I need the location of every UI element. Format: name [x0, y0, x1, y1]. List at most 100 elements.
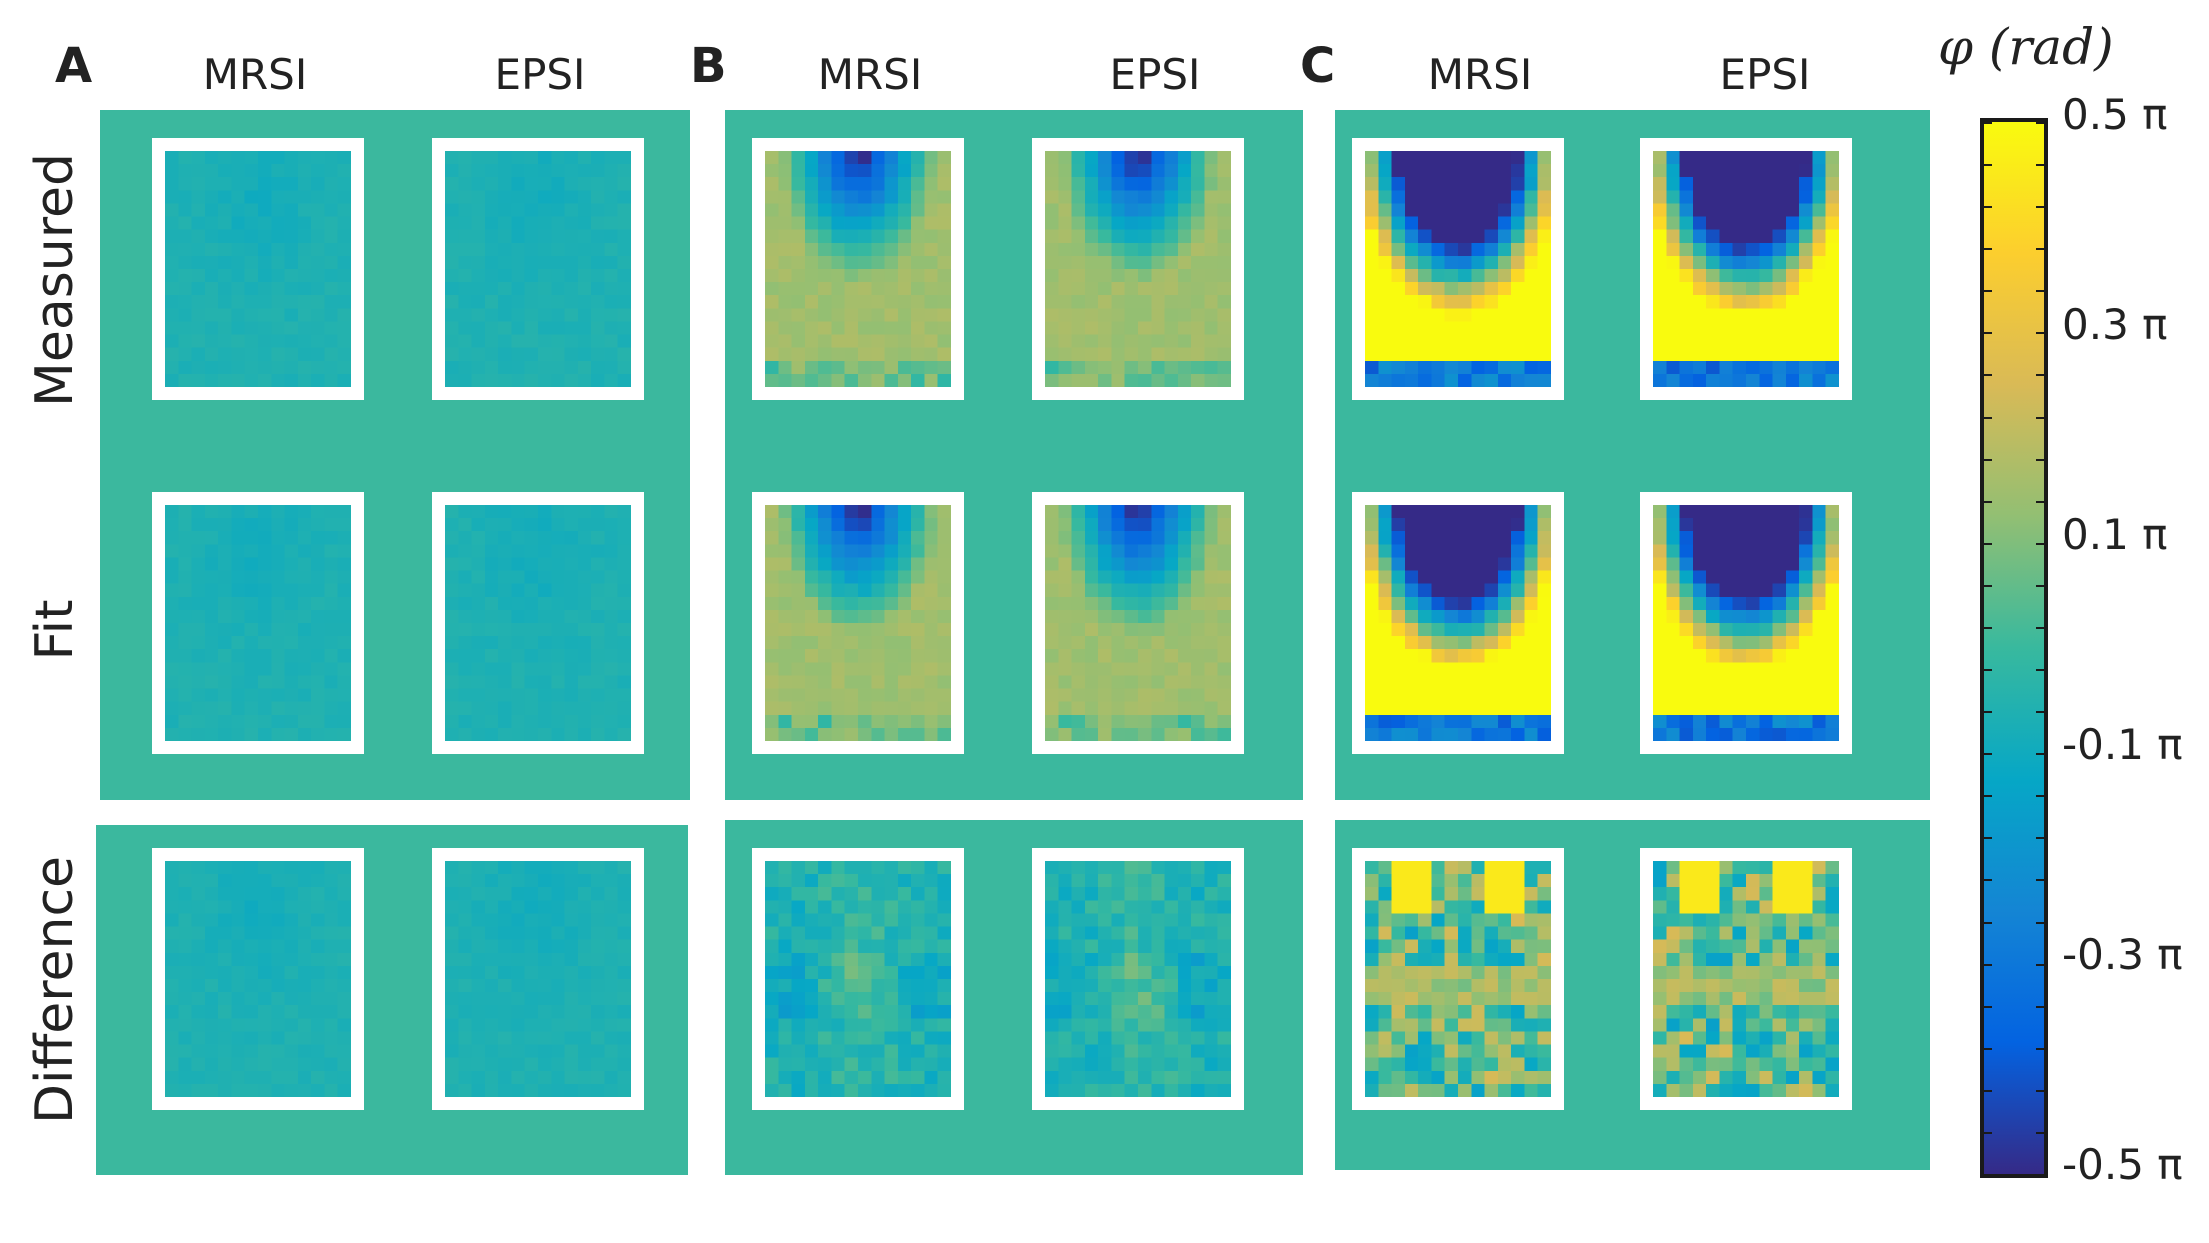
phase-map-image: [445, 505, 631, 741]
colorbar: [1980, 118, 2048, 1178]
colorbar-tick-mark: [1984, 332, 1992, 335]
panel-letter-b: B: [690, 38, 727, 94]
phase-map-image: [165, 505, 351, 741]
phase-map-image: [1653, 151, 1839, 387]
colorbar-tick-mark: [2036, 416, 2044, 419]
phase-map-image: [1365, 151, 1551, 387]
map-c-measured-mrsi: [1352, 138, 1564, 400]
map-a-measured-epsi: [432, 138, 644, 400]
colorbar-tick-mark: [2036, 1131, 2044, 1134]
phase-map-image: [165, 861, 351, 1097]
col-label-a-mrsi: MRSI: [202, 50, 308, 99]
colorbar-tick-mark: [2036, 753, 2044, 756]
colorbar-tick-mark: [2036, 626, 2044, 629]
colorbar-tick-mark: [2036, 458, 2044, 461]
colorbar-tick-mark: [1984, 1174, 1992, 1176]
row-label-difference: Difference: [25, 855, 85, 1125]
colorbar-tick-mark: [1984, 542, 1992, 545]
phase-map-image: [1045, 151, 1231, 387]
colorbar-tick-mark: [2036, 1005, 2044, 1008]
colorbar-tick-mark: [1984, 795, 1992, 798]
colorbar-tick-mark: [1984, 879, 1992, 882]
colorbar-tick-mark: [1984, 122, 1992, 124]
colorbar-tick-mark: [1984, 1131, 1992, 1134]
colorbar-tick-mark: [2036, 332, 2044, 335]
colorbar-tick-mark: [2036, 669, 2044, 672]
phase-map-image: [1045, 861, 1231, 1097]
col-label-a-epsi: EPSI: [494, 50, 586, 99]
colorbar-tick-mark: [1984, 416, 1992, 419]
colorbar-tick-mark: [2036, 500, 2044, 503]
col-label-b-mrsi: MRSI: [817, 50, 923, 99]
map-a-difference-epsi: [432, 848, 644, 1110]
phase-map-image: [445, 861, 631, 1097]
map-a-measured-mrsi: [152, 138, 364, 400]
panel-letter-a: A: [55, 38, 93, 94]
colorbar-tick-mark: [1984, 248, 1992, 251]
phase-map-image: [765, 861, 951, 1097]
phase-map-image: [165, 151, 351, 387]
colorbar-tick-mark: [2036, 711, 2044, 714]
map-a-fit-epsi: [432, 492, 644, 754]
panel-letter-c: C: [1300, 38, 1336, 94]
colorbar-tick-label: -0.1 π: [2062, 720, 2183, 769]
col-label-c-mrsi: MRSI: [1427, 50, 1533, 99]
map-c-fit-epsi: [1640, 492, 1852, 754]
col-label-c-epsi: EPSI: [1719, 50, 1811, 99]
colorbar-tick-mark: [2036, 879, 2044, 882]
map-b-measured-mrsi: [752, 138, 964, 400]
colorbar-tick-mark: [1984, 164, 1992, 167]
colorbar-tick-mark: [1984, 290, 1992, 293]
map-b-fit-epsi: [1032, 492, 1244, 754]
colorbar-tick-label: 0.1 π: [2062, 510, 2168, 559]
map-b-measured-epsi: [1032, 138, 1244, 400]
colorbar-tick-mark: [2036, 248, 2044, 251]
colorbar-tick-mark: [1984, 1047, 1992, 1050]
colorbar-tick-mark: [2036, 1174, 2044, 1176]
colorbar-title: φ (rad): [1938, 18, 2114, 76]
colorbar-tick-mark: [1984, 837, 1992, 840]
colorbar-tick-mark: [1984, 500, 1992, 503]
colorbar-tick-label: -0.5 π: [2062, 1140, 2183, 1189]
colorbar-tick-mark: [1984, 458, 1992, 461]
colorbar-tick-label: 0.3 π: [2062, 300, 2168, 349]
map-b-difference-epsi: [1032, 848, 1244, 1110]
colorbar-tick-mark: [2036, 164, 2044, 167]
map-a-difference-mrsi: [152, 848, 364, 1110]
colorbar-tick-mark: [2036, 206, 2044, 209]
colorbar-tick-mark: [1984, 1089, 1992, 1092]
colorbar-tick-mark: [2036, 921, 2044, 924]
phase-map-image: [1653, 505, 1839, 741]
colorbar-tick-label: 0.5 π: [2062, 90, 2168, 139]
colorbar-tick-mark: [2036, 1047, 2044, 1050]
colorbar-tick-label: -0.3 π: [2062, 930, 2183, 979]
colorbar-tick-mark: [1984, 584, 1992, 587]
phase-map-image: [765, 505, 951, 741]
colorbar-tick-mark: [2036, 584, 2044, 587]
map-b-difference-mrsi: [752, 848, 964, 1110]
map-a-fit-mrsi: [152, 492, 364, 754]
colorbar-tick-mark: [1984, 669, 1992, 672]
colorbar-tick-mark: [2036, 290, 2044, 293]
colorbar-tick-mark: [1984, 626, 1992, 629]
phase-map-image: [1365, 505, 1551, 741]
map-c-fit-mrsi: [1352, 492, 1564, 754]
phase-map-image: [765, 151, 951, 387]
colorbar-tick-mark: [1984, 711, 1992, 714]
map-c-measured-epsi: [1640, 138, 1852, 400]
map-c-difference-epsi: [1640, 848, 1852, 1110]
colorbar-tick-mark: [2036, 542, 2044, 545]
colorbar-tick-mark: [1984, 963, 1992, 966]
colorbar-tick-mark: [2036, 963, 2044, 966]
colorbar-tick-mark: [1984, 374, 1992, 377]
row-label-measured: Measured: [25, 153, 85, 408]
row-label-fit: Fit: [25, 599, 85, 661]
colorbar-gradient: [1984, 122, 2044, 1174]
colorbar-tick-mark: [2036, 1089, 2044, 1092]
colorbar-tick-mark: [1984, 753, 1992, 756]
phase-map-image: [1365, 861, 1551, 1097]
colorbar-tick-mark: [1984, 1005, 1992, 1008]
phase-map-image: [1045, 505, 1231, 741]
colorbar-tick-mark: [2036, 837, 2044, 840]
phase-map-image: [445, 151, 631, 387]
